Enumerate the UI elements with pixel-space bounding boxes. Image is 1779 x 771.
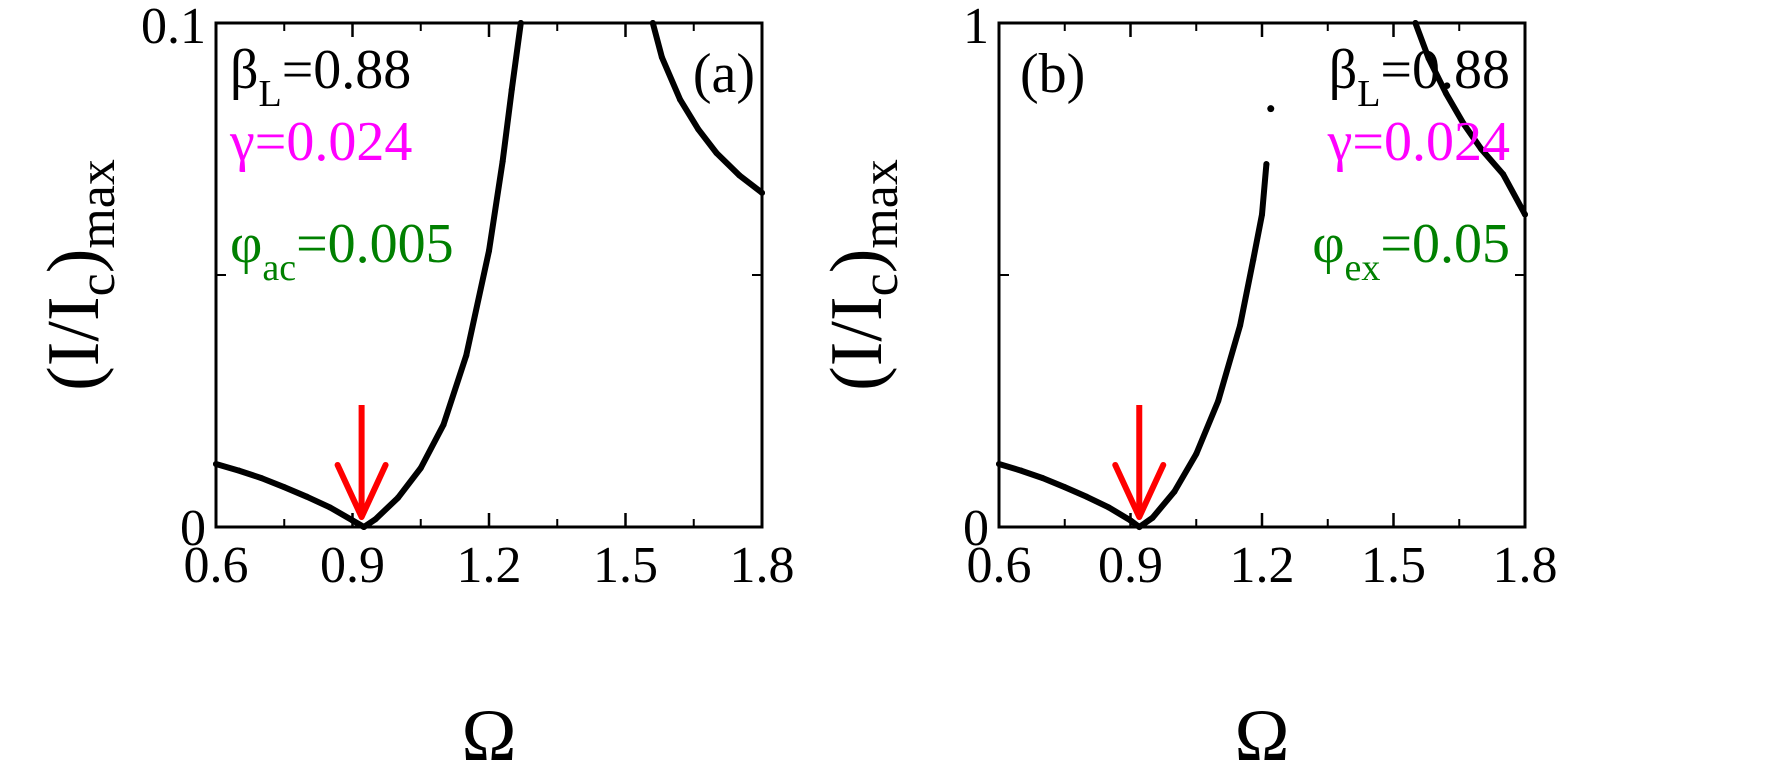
resonance-arrow-head [1112,462,1167,520]
data-point [1105,504,1112,511]
data-point [235,467,242,474]
panel-label: (b) [1020,43,1085,105]
data-point [1127,517,1134,524]
data-point [258,475,265,482]
parameter-annotation: φac=0.005 [230,213,454,289]
data-point [499,158,506,165]
data-point [1500,171,1507,178]
data-point [508,86,515,93]
x-tick-label: 1.5 [593,537,658,594]
data-point [463,352,470,359]
data-point [304,493,310,500]
data-point [713,150,720,157]
x-axis-title: Ω [462,695,517,771]
x-tick-label: 0.6 [184,537,249,594]
data-point [1017,467,1024,474]
parameter-annotation: γ=0.024 [1327,111,1510,173]
x-tick-label: 1.5 [1361,537,1426,594]
data-point [360,524,367,530]
x-tick-label: 1.8 [730,537,795,594]
data-point [372,516,379,523]
data-point [395,494,401,501]
data-point [213,461,219,467]
isolated-data-point [1267,105,1275,113]
x-tick-label: 1.2 [1230,537,1295,594]
parameter-annotation: φex=0.05 [1312,213,1510,289]
data-point [759,189,765,196]
data-point [1215,398,1222,404]
data-point [736,172,743,179]
y-axis-title: (I/Ic)max [33,159,126,391]
y-tick-label: 1 [963,0,989,55]
parameter-annotation: βL=0.88 [1329,39,1510,115]
data-point [677,96,684,103]
x-tick-label: 0.9 [1098,537,1163,594]
data-point [1193,450,1200,457]
data-point [1425,55,1432,62]
x-axis-title: Ω [1235,695,1290,771]
y-tick-label: 0 [180,500,206,557]
data-point [1039,475,1046,482]
data-point [1237,322,1244,329]
data-point [486,247,492,254]
x-tick-label: 1.2 [457,537,522,594]
x-tick-label: 0.9 [320,537,385,594]
data-point [1250,256,1257,263]
data-point [417,465,424,472]
data-point [1259,211,1265,218]
data-point [1263,161,1270,168]
x-tick-label: 0.6 [967,537,1032,594]
parameter-annotation: βL=0.88 [230,39,411,115]
data-point [1136,524,1143,530]
data-point [658,54,665,61]
data-point [1412,20,1419,26]
x-tick-label: 1.8 [1493,537,1558,594]
panel-label: (a) [693,43,755,105]
resonance-arrow-head [334,462,389,520]
data-point [1522,211,1528,218]
data-point [695,126,702,133]
data-point [1149,514,1156,521]
data-point [996,461,1002,467]
y-tick-label: 0 [963,500,989,557]
data-point [1460,120,1467,127]
data-point [349,517,356,524]
parameter-annotation: γ=0.024 [229,111,412,173]
data-point [1083,493,1090,500]
data-point [1478,146,1485,152]
data-series-0 [996,161,1270,530]
y-axis-title: (I/Ic)max [816,159,909,391]
panel-a: 0.6 0.9 1.2 1.5 1.8 0 0.1 Ω (I/Ic)max (a) βL=0.88γ… [33,0,795,771]
y-tick-label: 0.1 [141,0,206,55]
data-point [1061,484,1068,491]
data-point [326,504,333,511]
panel-b: 0.6 0.9 1.2 1.5 1.8 0 1 Ω (I/Ic)max (b) βL=0.88γ=0… [816,0,1558,771]
data-point [1171,488,1178,495]
data-point [281,484,288,491]
data-point [517,20,524,26]
data-point [1443,90,1450,97]
data-point [649,20,656,26]
data-point [440,421,447,428]
